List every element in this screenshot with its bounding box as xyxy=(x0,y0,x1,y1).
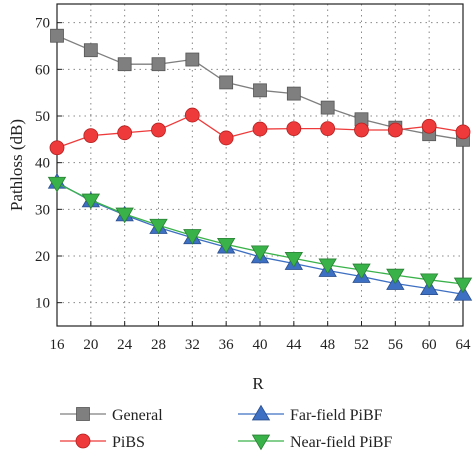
data-point-near-field-pibf xyxy=(115,207,134,224)
data-point-pibs xyxy=(421,118,437,134)
data-point-near-field-pibf xyxy=(386,268,405,285)
y-tick-label: 60 xyxy=(35,62,50,78)
legend-marker-near-field-pibf xyxy=(251,434,271,451)
data-point-general xyxy=(151,57,166,72)
x-tick-label: 40 xyxy=(253,337,268,353)
data-point-pibs xyxy=(320,121,336,137)
legend-item-near-field-pibf: Near-field PiBF xyxy=(238,434,392,451)
x-tick-label: 16 xyxy=(50,337,66,353)
data-point-general xyxy=(253,83,267,98)
data-point-general xyxy=(286,86,301,101)
x-tick-label: 32 xyxy=(185,337,200,353)
x-tick-label: 48 xyxy=(320,337,335,353)
legend-label-far-field-pibf: Far-field PiBF xyxy=(290,407,383,424)
x-axis-label: R xyxy=(252,374,264,393)
x-tick-label: 64 xyxy=(456,337,472,353)
x-tick-label: 60 xyxy=(422,337,437,353)
legend-marker-pibs xyxy=(75,433,91,449)
axis-ticks: 16 20 24 28 32 36 40 44 48 52 56 60 64 10 20 30 40 50 60 70 xyxy=(35,16,471,353)
legend: General PiBS Far-field PiBF Near-field PiBF xyxy=(60,404,392,451)
data-point-pibs xyxy=(387,122,403,138)
x-tick-label: 28 xyxy=(151,337,166,353)
legend-marker-general xyxy=(76,407,90,421)
y-tick-label: 30 xyxy=(35,202,50,218)
y-tick-label: 10 xyxy=(35,296,50,312)
x-tick-label: 52 xyxy=(354,337,369,353)
x-tick-label: 36 xyxy=(219,337,235,353)
data-point-pibs xyxy=(252,121,268,137)
data-point-pibs xyxy=(184,107,200,123)
legend-label-pibs: PiBS xyxy=(112,434,145,451)
series-near-field-pibf xyxy=(47,176,473,294)
y-tick-label: 20 xyxy=(35,249,50,265)
legend-item-far-field-pibf: Far-field PiBF xyxy=(238,404,383,424)
data-point-pibs xyxy=(218,130,234,146)
y-axis-label: Pathloss (dB) xyxy=(7,119,26,211)
legend-label-near-field-pibf: Near-field PiBF xyxy=(290,434,392,451)
x-tick-label: 20 xyxy=(83,337,98,353)
series-layer xyxy=(47,28,473,301)
data-point-general xyxy=(83,43,98,58)
data-point-near-field-pibf xyxy=(149,218,168,235)
data-point-near-field-pibf xyxy=(183,229,202,245)
series-line-far-field-pibf xyxy=(56,181,464,295)
data-point-near-field-pibf xyxy=(81,193,101,210)
data-point-near-field-pibf xyxy=(419,273,439,290)
data-point-near-field-pibf xyxy=(250,245,270,262)
legend-label-general: General xyxy=(112,407,163,424)
legend-item-pibs: PiBS xyxy=(60,433,145,451)
data-point-near-field-pibf xyxy=(216,237,236,254)
data-point-general xyxy=(219,75,234,90)
data-point-pibs xyxy=(49,140,65,156)
data-point-general xyxy=(50,28,64,43)
x-tick-label: 44 xyxy=(286,337,302,353)
data-point-pibs xyxy=(455,124,471,140)
y-tick-label: 70 xyxy=(35,16,50,32)
data-point-pibs xyxy=(151,122,166,138)
data-point-general xyxy=(117,57,132,72)
data-point-pibs xyxy=(354,122,369,138)
data-point-near-field-pibf xyxy=(352,263,371,280)
data-point-pibs xyxy=(83,128,99,144)
series-general xyxy=(50,28,470,147)
data-point-near-field-pibf xyxy=(318,258,337,275)
legend-marker-far-field-pibf xyxy=(251,404,271,421)
data-point-near-field-pibf xyxy=(284,251,304,268)
data-point-near-field-pibf xyxy=(453,277,473,294)
x-tick-label: 56 xyxy=(388,337,404,353)
data-point-near-field-pibf xyxy=(47,176,67,193)
grid xyxy=(57,4,463,326)
series-far-field-pibf xyxy=(47,172,473,301)
data-point-general xyxy=(320,100,335,115)
data-point-general xyxy=(185,52,200,67)
x-tick-label: 24 xyxy=(117,337,133,353)
y-tick-label: 50 xyxy=(35,109,50,125)
y-tick-label: 40 xyxy=(35,156,50,172)
data-point-pibs xyxy=(286,121,302,137)
series-pibs xyxy=(49,107,471,156)
legend-item-general: General xyxy=(60,407,163,424)
data-point-pibs xyxy=(117,125,133,141)
